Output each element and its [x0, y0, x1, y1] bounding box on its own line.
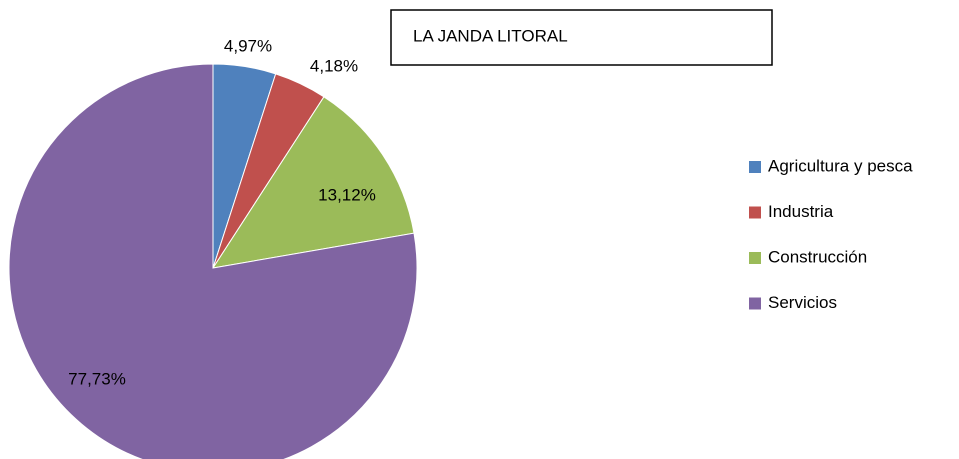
legend-swatch [749, 252, 761, 264]
data-label: 4,18% [310, 56, 358, 75]
pie [8, 63, 418, 459]
data-label: 4,97% [224, 36, 272, 55]
legend-label: Agricultura y pesca [768, 156, 913, 175]
pie-slice [211, 96, 415, 269]
legend-swatch [749, 206, 761, 219]
legend-swatch [749, 161, 761, 173]
legend-swatch [749, 297, 761, 310]
data-label: 13,12% [318, 185, 376, 204]
data-label: 77,73% [68, 369, 126, 388]
legend-label: Construcción [768, 247, 867, 266]
legend-label: Industria [768, 202, 834, 221]
legend-label: Servicios [768, 293, 837, 312]
title-box [390, 9, 773, 66]
pie-slice [8, 63, 418, 459]
chart-title: LA JANDA LITORAL [413, 26, 568, 45]
